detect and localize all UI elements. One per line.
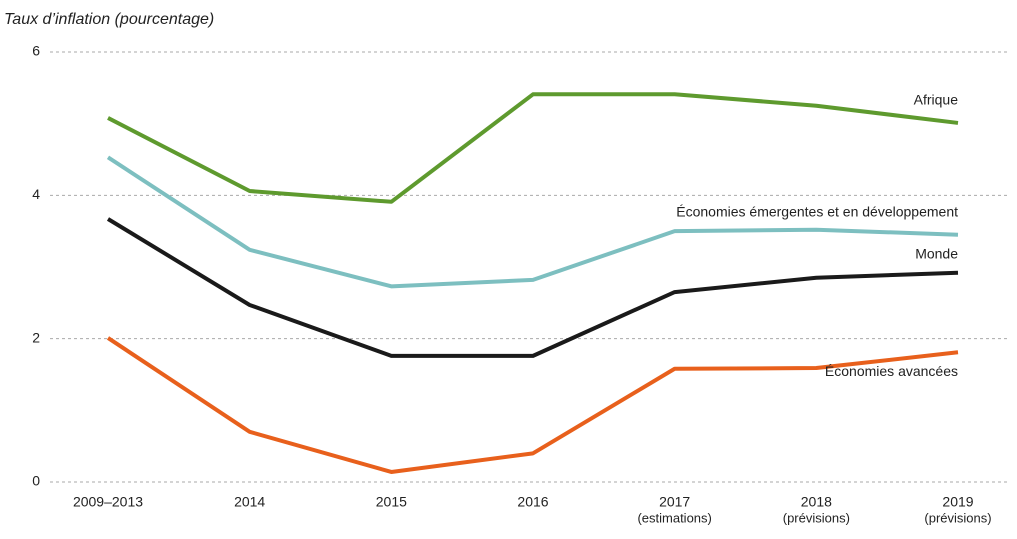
x-tick-label: 2016 [517,494,548,510]
x-tick-label: 2018 [801,494,832,510]
series-label: Afrique [914,92,959,108]
series-line [106,336,959,474]
y-axis-title: Taux d’inflation (pourcentage) [4,11,214,28]
x-tick-note: (prévisions) [783,510,850,525]
x-tick-label: 2014 [234,494,265,510]
x-tick-label: 2009–2013 [73,494,143,510]
x-tick-note: (prévisions) [924,510,991,525]
series-label: Économies émergentes et en développement [676,203,958,219]
series-line [106,217,959,358]
x-tick-label: 2019 [942,494,973,510]
x-tick-note: (estimations) [637,510,711,525]
y-tick-label: 2 [32,329,40,345]
series-line [106,155,959,289]
series-label: Économies avancées [825,363,958,379]
y-tick-label: 6 [32,43,40,59]
series-label: Monde [915,245,958,261]
y-tick-label: 4 [32,186,40,202]
series-line [107,92,959,204]
y-tick-label: 0 [32,473,40,489]
x-tick-label: 2015 [376,494,407,510]
x-tick-label: 2017 [659,494,690,510]
